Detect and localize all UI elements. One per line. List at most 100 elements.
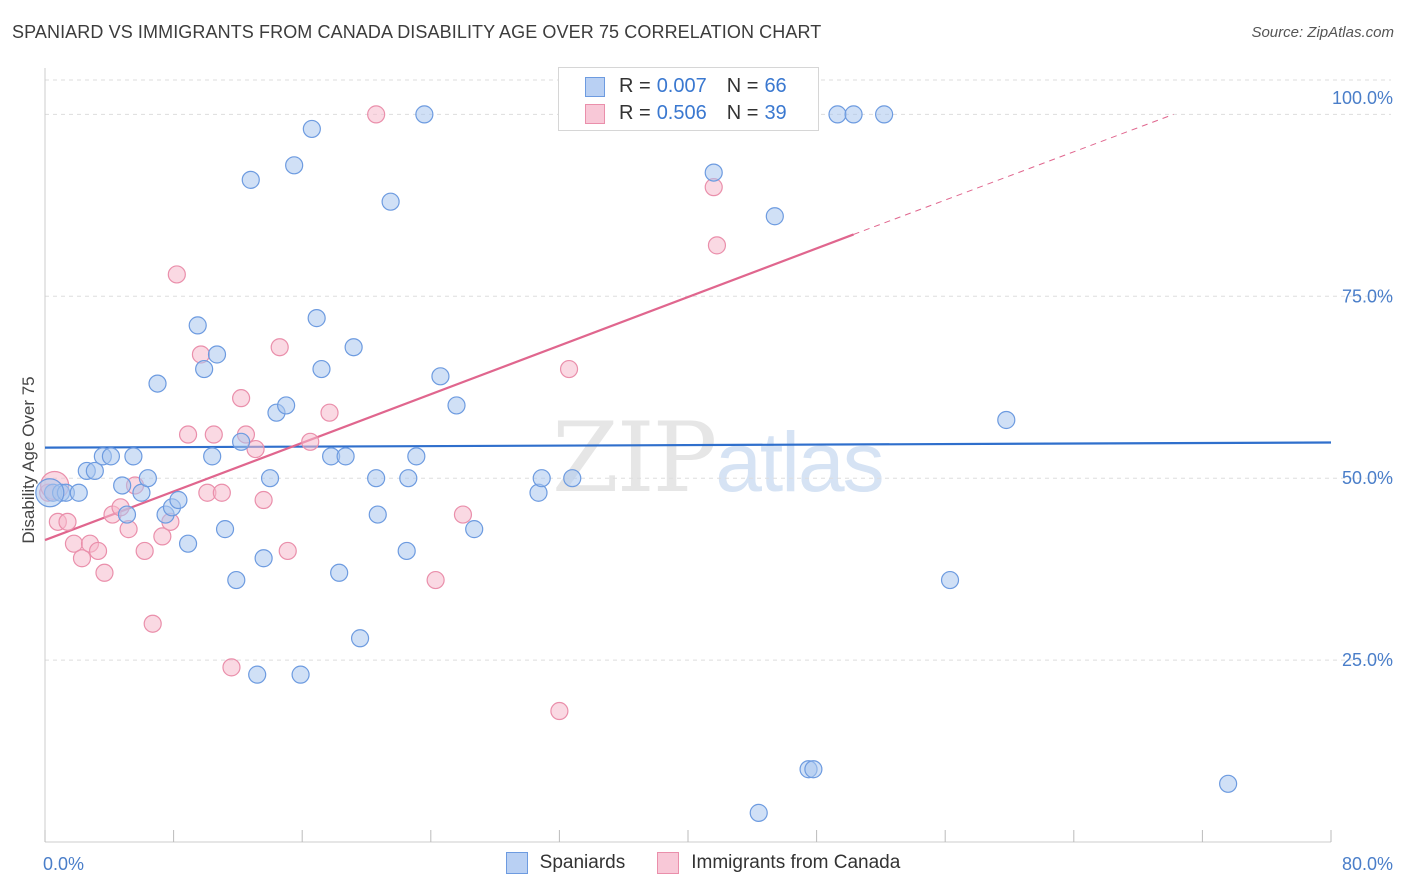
spaniard-point — [828, 105, 847, 124]
spaniard-point — [1219, 774, 1238, 793]
spaniard-point — [227, 570, 246, 590]
spaniard-point — [69, 483, 88, 502]
spaniard-point — [344, 338, 363, 357]
watermark: ZIPatlas — [552, 402, 885, 514]
spaniard-point — [312, 359, 331, 379]
spaniard-point — [350, 629, 370, 648]
spaniard-point — [563, 469, 582, 488]
immigrant-point — [426, 570, 445, 590]
watermark-zip: ZIP — [552, 402, 717, 514]
immigrant-point — [204, 425, 223, 444]
legend-swatch-blue — [585, 76, 605, 97]
spaniard-point — [804, 760, 823, 779]
spaniard-point — [248, 665, 267, 684]
y-tick-label: 50.0% — [1342, 468, 1393, 488]
legend-swatch-pink — [585, 103, 605, 124]
spaniard-point — [254, 549, 273, 568]
spaniard-point — [336, 447, 355, 466]
y-tick-label: 25.0% — [1342, 650, 1393, 670]
immigrant-point — [222, 658, 241, 677]
spaniard-point — [397, 541, 416, 561]
legend-r-value: 0.506 — [656, 102, 707, 124]
immigrant-point — [153, 527, 172, 546]
legend-swatch-pink — [657, 852, 680, 874]
spaniard-point — [85, 461, 104, 481]
spaniard-point — [532, 469, 551, 488]
spaniard-point — [368, 505, 387, 524]
source-label: Source: ZipAtlas.com — [1251, 24, 1394, 41]
spaniard-point — [765, 207, 784, 226]
immigrant-point — [367, 105, 386, 124]
spaniard-point — [307, 309, 326, 328]
legend-item-immigrants[interactable]: Immigrants from Canada — [657, 852, 900, 874]
chart-title: SPANIARD VS IMMIGRANTS FROM CANADA DISAB… — [12, 22, 822, 42]
spaniard-point — [367, 469, 386, 488]
spaniard-point — [844, 105, 863, 124]
spaniard-point — [35, 478, 65, 508]
spaniard-point — [447, 396, 466, 415]
spaniard-point — [188, 316, 207, 335]
spaniard-point — [749, 803, 768, 822]
legend-n-value: 66 — [764, 75, 787, 97]
trend-lines — [44, 113, 1332, 542]
legend-r-value: 0.007 — [656, 75, 707, 97]
immigrant-point — [270, 338, 289, 357]
spaniard-point — [113, 476, 132, 495]
spaniard-point — [415, 105, 434, 124]
spaniard-point — [101, 447, 121, 466]
spaniard-point — [875, 105, 894, 124]
immigrant-point — [95, 563, 114, 582]
y-tick-label: 100.0% — [1332, 88, 1393, 108]
immigrant-point — [559, 359, 579, 379]
axes — [44, 68, 1332, 843]
spaniard-point — [291, 665, 310, 684]
spaniard-point — [381, 192, 400, 211]
spaniard-point — [207, 345, 227, 364]
immigrant-point — [254, 490, 273, 510]
immigrants-trend-extension — [853, 113, 1174, 235]
y-axis-title: Disability Age Over 75 — [19, 376, 38, 543]
legend-n-value: 39 — [764, 102, 787, 124]
spaniard-point — [178, 534, 198, 553]
immigrant-point — [135, 541, 154, 561]
spaniard-point — [215, 520, 235, 539]
spaniard-point — [117, 505, 137, 524]
immigrant-point — [246, 439, 265, 459]
spaniard-point — [124, 447, 143, 466]
immigrant-point — [232, 389, 251, 408]
immigrant-point — [278, 541, 297, 561]
immigrant-point — [550, 701, 569, 721]
immigrant-point — [167, 265, 186, 284]
spaniard-point — [241, 170, 260, 189]
legend-row-spaniards: R = 0.007 N = 66 — [585, 75, 787, 98]
legend-label: Immigrants from Canada — [691, 852, 901, 873]
spaniard-point — [169, 490, 188, 510]
legend-item-spaniards[interactable]: Spaniards — [505, 852, 625, 874]
legend-r-label: R = — [619, 102, 651, 124]
spaniard-point — [138, 469, 157, 488]
x-tick-label: 0.0% — [43, 854, 84, 874]
watermark-atlas: atlas — [715, 415, 884, 509]
spaniard-point — [277, 396, 296, 415]
axis-labels: 25.0% 50.0% 75.0% 100.0% 0.0% 80.0% Disability… — [19, 88, 1393, 874]
spaniard-point — [704, 163, 723, 182]
spaniard-point — [195, 359, 214, 379]
immigrant-point — [178, 425, 198, 444]
immigrants-trend-line — [44, 233, 854, 542]
spaniard-point — [431, 367, 450, 386]
immigrant-point — [88, 541, 108, 561]
spaniard-point — [302, 119, 321, 139]
immigrant-point — [301, 432, 320, 451]
data-points — [35, 105, 1238, 822]
immigrant-point — [143, 614, 162, 633]
legend-n-label: N = — [726, 102, 759, 124]
legend-row-immigrants: R = 0.506 N = 39 — [585, 102, 787, 125]
spaniard-point — [465, 520, 484, 539]
spaniard-point — [407, 447, 426, 466]
legend-n-label: N = — [726, 75, 759, 97]
immigrant-point — [320, 403, 339, 422]
stats-legend: R = 0.007 N = 66 R = 0.506 N = 39 — [558, 67, 819, 131]
spaniard-point — [285, 156, 304, 175]
spaniard-point — [997, 410, 1016, 430]
